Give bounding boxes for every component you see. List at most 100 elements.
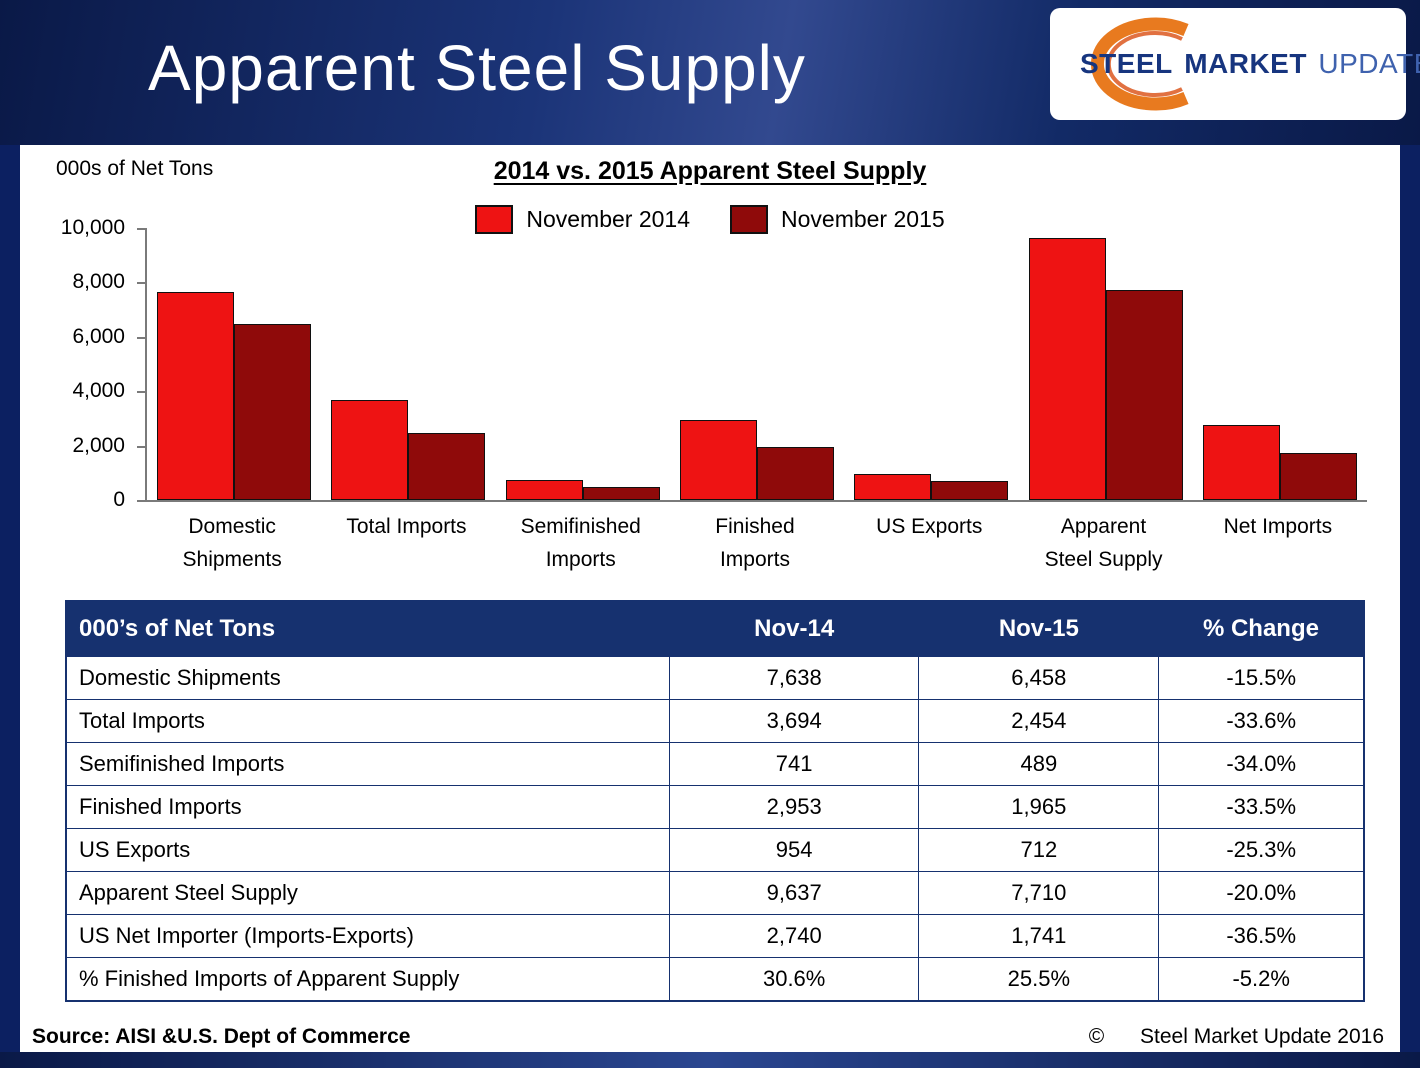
table-cell: 741: [669, 742, 920, 786]
logo-word-update: UPDATE: [1318, 48, 1420, 79]
chart-legend: November 2014 November 2015: [20, 205, 1400, 234]
logo-text: STEEL MARKET UPDATE: [1080, 48, 1420, 80]
y-tick-mark: [137, 445, 145, 448]
header: Apparent Steel Supply STEEL MARKET UPDAT…: [0, 0, 1420, 145]
table-body: Domestic Shipments 7,638 6,458 -15.5% Total …: [65, 656, 1365, 1002]
table-header-units: 000’s of Net Tons: [66, 601, 670, 657]
table-cell: -5.2%: [1158, 957, 1365, 1002]
steel-market-update-logo: STEEL MARKET UPDATE: [1050, 8, 1420, 120]
table-cell: 712: [918, 828, 1160, 872]
bottom-border: [0, 1052, 1420, 1068]
bar-group: [157, 292, 312, 500]
table-row: Total Imports 3,694 2,454 -33.6%: [65, 699, 1365, 743]
category-label: Domestic Shipments: [182, 515, 282, 571]
chart-bar: [1105, 290, 1183, 500]
y-tick-mark: [137, 282, 145, 285]
table-cell: -15.5%: [1158, 656, 1365, 700]
table-row: Finished Imports 2,953 1,965 -33.5%: [65, 785, 1365, 829]
table-cell: 7,710: [918, 871, 1160, 915]
y-tick-label: 10,000: [60, 216, 125, 239]
bar-group: [679, 420, 834, 500]
table-cell: 1,965: [918, 785, 1160, 829]
table-row: Apparent Steel Supply 9,637 7,710 -20.0%: [65, 871, 1365, 915]
chart-bar: [1279, 453, 1357, 500]
bar-group: [331, 400, 486, 500]
chart-plot: [137, 228, 1367, 502]
bar-group: [1028, 238, 1183, 500]
chart-bar: [331, 400, 409, 500]
category-label: Total Imports: [346, 515, 467, 538]
chart-bar: [931, 481, 1009, 500]
table-cell: 9,637: [669, 871, 920, 915]
content-panel: 000s of Net Tons 2014 vs. 2015 Apparent …: [20, 145, 1400, 1052]
legend-label-nov-2015: November 2015: [781, 206, 945, 232]
table-header-nov15: Nov-15: [918, 601, 1159, 657]
table-cell: 6,458: [918, 656, 1160, 700]
table-cell: 2,454: [918, 699, 1160, 743]
legend-swatch-nov-2014: [475, 205, 514, 234]
copyright-text: Steel Market Update 2016: [1140, 1025, 1384, 1048]
y-axis-units-label: 000s of Net Tons: [56, 157, 214, 180]
table-cell: -33.6%: [1158, 699, 1365, 743]
table-cell: -34.0%: [1158, 742, 1365, 786]
table-header-row: 000’s of Net Tons Nov-14 Nov-15 % Change: [66, 601, 1364, 657]
bar-group: [1202, 425, 1357, 500]
y-tick-mark: [137, 391, 145, 394]
table-cell: 1,741: [918, 914, 1160, 958]
chart-bar: [582, 487, 660, 500]
table-cell: Semifinished Imports: [65, 742, 671, 786]
legend-swatch-nov-2015: [730, 205, 768, 234]
bar-group: [505, 480, 660, 500]
data-table: 000’s of Net Tons Nov-14 Nov-15 % Change…: [65, 600, 1365, 1002]
table-cell: -33.5%: [1158, 785, 1365, 829]
table-cell: Apparent Steel Supply: [65, 871, 671, 915]
category-label: US Exports: [876, 515, 983, 538]
source-note: Source: AISI &U.S. Dept of Commerce: [32, 1025, 411, 1048]
logo-word-market: MARKET: [1184, 48, 1307, 79]
category-label: Net Imports: [1223, 515, 1333, 538]
chart-bar: [234, 324, 312, 500]
bar-group: [854, 474, 1009, 500]
legend-label-nov-2014: November 2014: [526, 206, 690, 232]
table-cell: 489: [918, 742, 1160, 786]
table-cell: 25.5%: [918, 957, 1160, 1002]
chart-title: 2014 vs. 2015 Apparent Steel Supply: [493, 157, 927, 185]
y-tick-label: 2,000: [72, 433, 125, 457]
table-row: % Finished Imports of Apparent Supply 30.…: [65, 957, 1365, 1002]
y-tick-mark: [137, 500, 145, 502]
y-tick-label: 8,000: [72, 270, 125, 294]
chart-bar: [756, 447, 834, 500]
page-title: Apparent Steel Supply: [148, 32, 806, 104]
legend-item-nov-2014: November 2014: [475, 205, 690, 234]
table-cell: Finished Imports: [65, 785, 671, 829]
legend-item-nov-2015: November 2015: [730, 205, 945, 234]
y-tick-label: 0: [113, 488, 125, 511]
chart-bar: [1028, 238, 1106, 500]
table-row: US Exports 954 712 -25.3%: [65, 828, 1365, 872]
category-label: Apparent Steel Supply: [1044, 515, 1163, 571]
chart-category-labels: Domestic Shipments Total Imports Semifinis…: [145, 510, 1365, 576]
logo-word-steel: STEEL: [1080, 48, 1173, 79]
chart-bar: [157, 292, 235, 500]
table-cell: -36.5%: [1158, 914, 1365, 958]
table-row: Domestic Shipments 7,638 6,458 -15.5%: [65, 656, 1365, 700]
chart-bar: [1202, 425, 1280, 500]
y-axis: 0 2,000 4,000 6,000 8,000 10,000: [20, 216, 135, 511]
table-cell: Domestic Shipments: [65, 656, 671, 700]
table-cell: US Net Importer (Imports-Exports): [65, 914, 671, 958]
chart-bar: [505, 480, 583, 500]
copyright-note: © Steel Market Update 2016: [1089, 1025, 1384, 1049]
table-cell: 3,694: [669, 699, 920, 743]
table-cell: 7,638: [669, 656, 920, 700]
table-header-nov14: Nov-14: [669, 601, 919, 657]
table-cell: 2,953: [669, 785, 920, 829]
y-tick-label: 4,000: [72, 379, 125, 403]
category-label: Semifinished Imports: [520, 515, 641, 571]
table-row: Semifinished Imports 741 489 -34.0%: [65, 742, 1365, 786]
chart-bar: [679, 420, 757, 500]
y-tick-mark: [137, 228, 145, 230]
chart-bar: [854, 474, 932, 500]
table-cell: Total Imports: [65, 699, 671, 743]
copyright-symbol: ©: [1088, 1025, 1105, 1048]
